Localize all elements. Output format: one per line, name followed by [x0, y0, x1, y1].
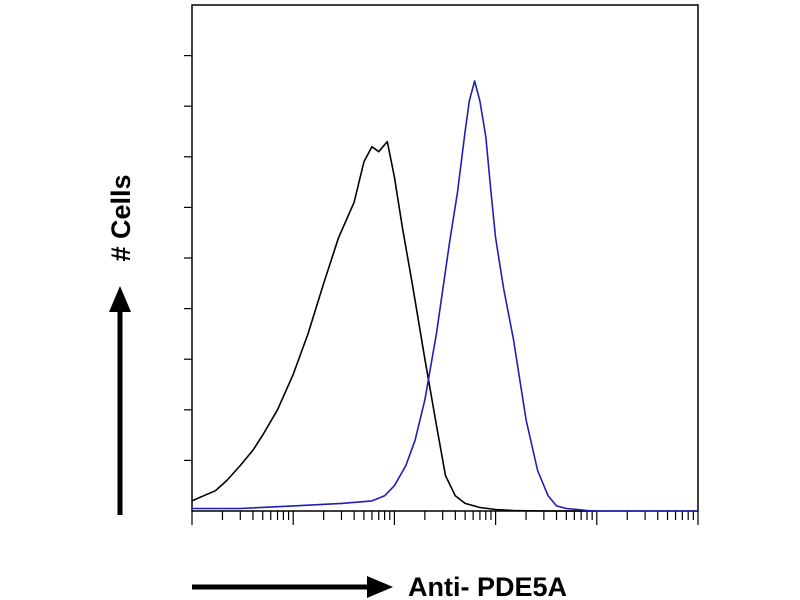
x-axis-label: Anti- PDE5A	[408, 572, 567, 600]
control-histogram-line	[191, 140, 597, 512]
y-axis-arrow-head	[109, 286, 131, 312]
y-axis-label: # Cells	[106, 174, 136, 261]
x-axis-ticks	[191, 511, 699, 525]
plot-frame	[191, 4, 699, 512]
series-layer	[191, 80, 698, 512]
anti-pde5a-histogram-line	[192, 80, 698, 512]
x-axis-arrow-head	[367, 576, 393, 598]
y-axis-ticks	[184, 54, 192, 461]
